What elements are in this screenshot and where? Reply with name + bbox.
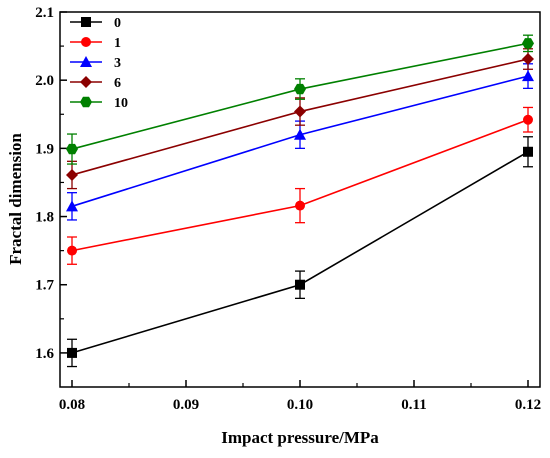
y-tick-label: 1.7 — [35, 278, 54, 294]
legend-item: 0 — [70, 16, 121, 31]
data-point — [522, 38, 534, 49]
legend-marker — [80, 76, 92, 88]
data-point — [522, 53, 534, 66]
series-6 — [66, 48, 534, 190]
legend-label: 6 — [114, 76, 121, 91]
series-10 — [66, 34, 534, 165]
y-tick-label: 1.9 — [35, 141, 54, 157]
legend-label: 3 — [114, 56, 121, 71]
data-point — [66, 143, 78, 155]
y-tick-label: 2.1 — [35, 5, 54, 21]
series-line — [71, 151, 529, 354]
legend-marker — [80, 96, 92, 108]
legend-label: 1 — [114, 36, 121, 51]
x-tick-label: 0.11 — [401, 397, 426, 413]
legend-label: 10 — [114, 96, 128, 111]
x-axis-ticks: 0.08 0.09 0.10 0.11 0.12 — [59, 380, 541, 413]
series-0 — [67, 136, 533, 368]
data-point — [294, 128, 306, 140]
data-point — [295, 279, 305, 290]
legend: 0 1 3 6 10 — [70, 16, 128, 111]
x-axis-title: Impact pressure/MPa — [221, 428, 379, 447]
y-tick-label: 1.6 — [35, 346, 54, 362]
legend-marker — [80, 56, 92, 67]
series-1 — [67, 106, 533, 265]
y-tick-label: 1.8 — [35, 210, 54, 226]
legend-item: 6 — [70, 76, 121, 91]
data-point — [67, 245, 77, 256]
y-axis-ticks: 1.6 1.7 1.8 1.9 2.0 2.1 — [35, 5, 67, 362]
legend-item: 10 — [70, 96, 128, 111]
x-tick-label: 0.08 — [59, 397, 85, 413]
x-tick-label: 0.10 — [287, 397, 313, 413]
y-axis-title: Fractal dimension — [6, 133, 25, 265]
legend-item: 3 — [70, 56, 121, 71]
legend-marker — [81, 17, 91, 27]
data-point — [294, 83, 306, 95]
series-layer — [66, 34, 534, 368]
data-point — [523, 114, 533, 125]
legend-label: 0 — [114, 16, 121, 31]
data-point — [294, 105, 306, 118]
data-point — [295, 200, 305, 211]
y-tick-label: 2.0 — [35, 73, 54, 89]
legend-item: 1 — [70, 36, 121, 51]
data-point — [66, 168, 78, 181]
data-point — [67, 347, 77, 358]
x-tick-label: 0.09 — [173, 397, 199, 413]
data-point — [523, 146, 533, 157]
data-point — [522, 70, 534, 82]
data-point — [66, 200, 78, 212]
x-tick-label: 0.12 — [515, 397, 541, 413]
legend-marker — [81, 37, 91, 47]
